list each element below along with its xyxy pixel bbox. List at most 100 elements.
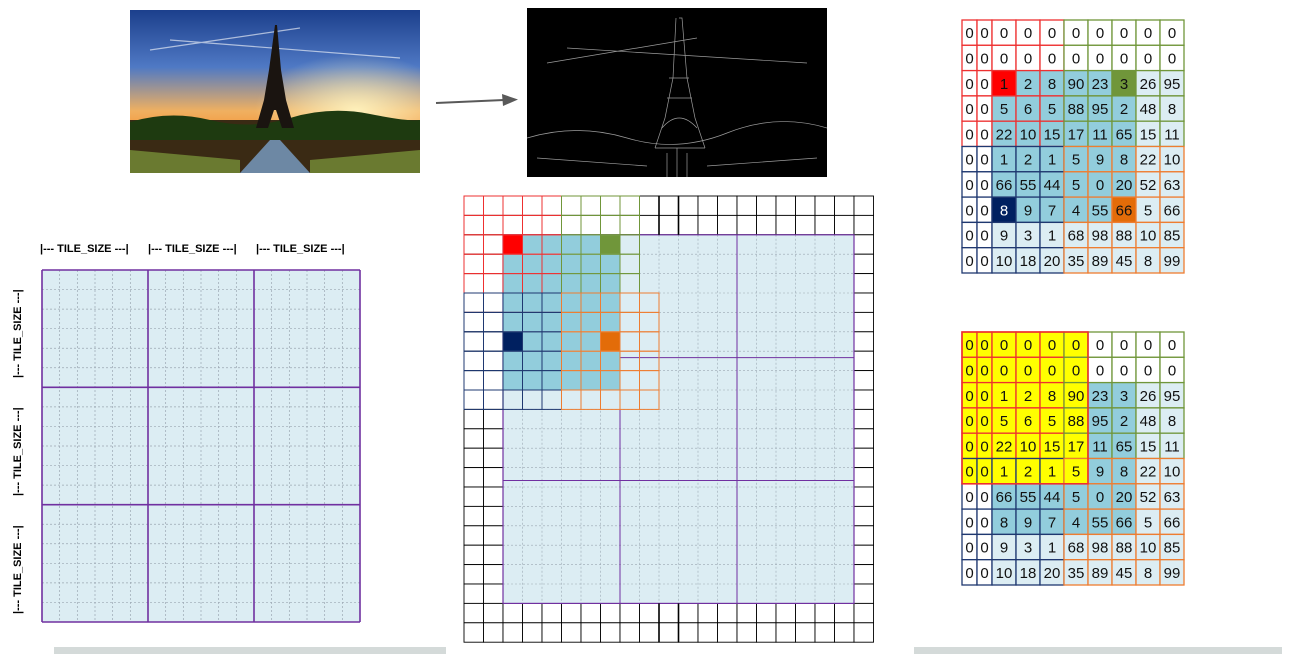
matrix-cell: 45 — [1111, 247, 1137, 274]
grid-cell — [600, 602, 621, 624]
matrix-cell: 0 — [1015, 331, 1041, 358]
grid-cell — [483, 370, 504, 391]
grid-cell — [463, 408, 484, 430]
grid-cell — [483, 564, 504, 585]
matrix-value: 0 — [980, 438, 988, 455]
matrix-cell: 15 — [1135, 432, 1161, 460]
grid-cell — [678, 622, 699, 643]
matrix-value: 2 — [1024, 152, 1032, 169]
grid-cell — [463, 525, 484, 546]
grid-cell — [483, 544, 504, 566]
matrix-value: 0 — [1048, 337, 1056, 354]
matrix-cell: 68 — [1063, 533, 1089, 561]
grid-cell — [522, 602, 543, 624]
matrix-cell: 7 — [1039, 196, 1065, 224]
matrix-cell: 0 — [1111, 44, 1137, 72]
matrix-value: 8 — [1120, 464, 1128, 481]
marker-orange — [601, 332, 620, 351]
matrix-cell: 22 — [991, 120, 1017, 148]
matrix-cell: 55 — [1015, 171, 1041, 198]
grid-cell — [463, 370, 484, 391]
matrix-value: 8 — [1168, 101, 1176, 118]
matrix-cell: 0 — [1135, 356, 1161, 384]
grid-cell — [795, 622, 816, 643]
grid-cell — [814, 622, 835, 643]
matrix-value: 8 — [1048, 388, 1056, 405]
grid-cell — [795, 214, 816, 236]
matrix-value: 11 — [1092, 126, 1108, 143]
grid-cell — [853, 389, 874, 410]
matrix-value: 90 — [1068, 388, 1085, 405]
grid-cell — [522, 214, 543, 236]
matrix-cell: 65 — [1111, 432, 1137, 460]
matrix-cell: 11 — [1159, 120, 1185, 148]
grid-cell — [697, 622, 718, 643]
window-cell — [561, 253, 582, 275]
grid-cell — [775, 214, 796, 236]
matrix-cell: 0 — [961, 407, 978, 434]
matrix-value: 6 — [1024, 413, 1032, 430]
matrix-cell: 48 — [1135, 407, 1161, 434]
matrix-value: 0 — [980, 489, 988, 506]
matrix-value: 5 — [1000, 101, 1008, 118]
matrix-value: 0 — [1096, 337, 1104, 354]
matrix-value: 3 — [1120, 388, 1128, 405]
tile-size-label: |--- TILE_SIZE ---| — [12, 289, 24, 378]
grid-cell — [483, 408, 504, 430]
grid-cell — [502, 195, 523, 216]
matrix-value: 3 — [1024, 228, 1032, 245]
matrix-value: 8 — [1000, 514, 1008, 531]
matrix-cell: 8 — [1111, 145, 1137, 173]
matrix-value: 0 — [965, 126, 973, 143]
matrix-cell: 11 — [1087, 432, 1113, 460]
matrix-value: 9 — [1000, 228, 1008, 245]
matrix-value: 0 — [1072, 337, 1080, 354]
grid-cell — [463, 544, 484, 566]
matrix-cell: 0 — [991, 331, 1017, 358]
grid-cell — [483, 292, 504, 313]
grid-cell — [834, 195, 855, 216]
window-cell — [522, 331, 543, 352]
matrix-value: 0 — [1000, 50, 1008, 67]
matrix-cell: 0 — [1159, 331, 1185, 358]
grid-cell — [463, 564, 484, 585]
grid-cell — [541, 602, 562, 624]
matrix-value: 1 — [1048, 540, 1056, 557]
matrix-cell: 0 — [1087, 356, 1113, 384]
matrix-cell: 15 — [1135, 120, 1161, 148]
matrix-cell: 20 — [1039, 559, 1065, 586]
matrix-cell: 0 — [961, 508, 978, 536]
matrix-cell: 15 — [1039, 120, 1065, 148]
grid-cell — [736, 214, 757, 236]
matrix-value: 10 — [1020, 438, 1037, 455]
matrix-value: 85 — [1164, 228, 1181, 245]
matrix-value: 5 — [1000, 413, 1008, 430]
grid-cell — [814, 602, 835, 624]
matrix-value: 0 — [965, 337, 973, 354]
grid-cell — [463, 331, 484, 352]
matrix-value: 0 — [980, 25, 988, 42]
grid-cell — [463, 214, 484, 236]
matrix-cell: 10 — [1135, 221, 1161, 249]
matrix-cell: 5 — [1063, 171, 1089, 198]
matrix-value: 0 — [1144, 50, 1152, 67]
matrix-cell: 0 — [1135, 19, 1161, 46]
matrix-value: 95 — [1164, 76, 1181, 93]
matrix-value: 9 — [1096, 152, 1104, 169]
matrix-value: 88 — [1068, 101, 1085, 118]
matrix-value: 0 — [980, 464, 988, 481]
window-cell — [580, 312, 601, 333]
matrix-cell: 0 — [961, 457, 978, 485]
matrix-cell: 52 — [1135, 171, 1161, 198]
matrix-cell: 0 — [976, 457, 993, 485]
matrix-cell: 0 — [976, 19, 993, 46]
matrix-value: 17 — [1068, 438, 1085, 455]
matrix-cell: 5 — [1063, 145, 1089, 173]
matrix-value: 0 — [1168, 50, 1176, 67]
matrix-cell: 52 — [1135, 483, 1161, 510]
matrix-cell: 66 — [1111, 508, 1137, 536]
grid-cell — [580, 214, 601, 236]
matrix-value: 8 — [1144, 565, 1152, 582]
grid-cell — [522, 195, 543, 216]
matrix-cell: 0 — [961, 69, 978, 97]
